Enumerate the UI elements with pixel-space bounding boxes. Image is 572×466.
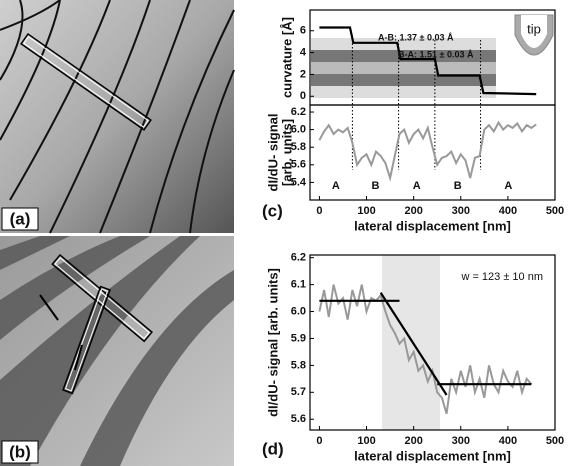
panel-label: (c) — [262, 201, 283, 220]
region-label: A — [413, 180, 421, 192]
x-axis-title: lateral displacement [nm] — [354, 448, 511, 463]
y-tick-label: 2 — [300, 68, 306, 80]
annotation: w = 123 ± 10 nm — [460, 271, 543, 283]
panel-label: (b) — [9, 442, 31, 461]
band — [311, 62, 496, 74]
panel-label: (a) — [10, 209, 31, 228]
x-tick-label: 100 — [357, 435, 375, 447]
y-tick-label: 5.6 — [291, 413, 306, 425]
y-tick-label: 6 — [300, 25, 306, 37]
region-label: B — [372, 180, 380, 192]
figure: (a) (b) 0 2 4 6 curvature [Å] A-B: 1.37 ± 0.0… — [0, 0, 572, 466]
image-b — [0, 236, 234, 466]
x-tick-label: 400 — [499, 435, 517, 447]
region-label: A — [504, 180, 512, 192]
x-tick-label: 200 — [404, 435, 422, 447]
y-tick-label: 5.9 — [291, 332, 306, 344]
y-tick-label: 6.0 — [291, 305, 306, 317]
y-tick-label: 0 — [300, 90, 306, 102]
y-tick-label: 4 — [300, 46, 307, 58]
y-tick-label: 6.2 — [291, 106, 306, 118]
region-label: B — [454, 180, 462, 192]
y-tick-label: 5.8 — [291, 359, 306, 371]
x-tick-label: 300 — [452, 435, 470, 447]
y-tick-label: 6.1 — [291, 279, 306, 291]
y-axis-title: dI/dU- signal — [265, 114, 280, 192]
region-label: A — [332, 180, 340, 192]
x-tick-label: 100 — [357, 205, 375, 217]
image-a — [0, 0, 234, 233]
y-tick-label: 5.7 — [291, 386, 306, 398]
panel-label-b: (b) — [2, 441, 38, 463]
x-tick-label: 0 — [316, 205, 322, 217]
x-tick-label: 0 — [316, 435, 322, 447]
panel-label: (d) — [262, 439, 284, 458]
x-tick-label: 300 — [452, 205, 470, 217]
x-tick-label: 200 — [404, 205, 422, 217]
x-tick-label: 500 — [546, 435, 564, 447]
highlight — [382, 255, 440, 430]
band — [311, 86, 496, 98]
x-tick-label: 400 — [499, 205, 517, 217]
x-tick-label: 500 — [546, 205, 564, 217]
plot-frame — [310, 105, 555, 200]
annotation: tip — [527, 21, 541, 36]
annotation: B-A: 1.51 ± 0.03 Å — [398, 49, 474, 59]
y-tick-label: 6.2 — [291, 252, 306, 264]
panel-label-a: (a) — [2, 208, 38, 230]
annotation: A-B: 1.37 ± 0.03 Å — [378, 32, 454, 42]
y-axis-title: curvature [Å] — [279, 17, 294, 98]
y-axis-title: [arb. units] — [279, 119, 294, 186]
x-axis-title: lateral displacement [nm] — [354, 218, 511, 233]
y-axis-title: dI/dU- signal [arb. units] — [265, 268, 280, 417]
